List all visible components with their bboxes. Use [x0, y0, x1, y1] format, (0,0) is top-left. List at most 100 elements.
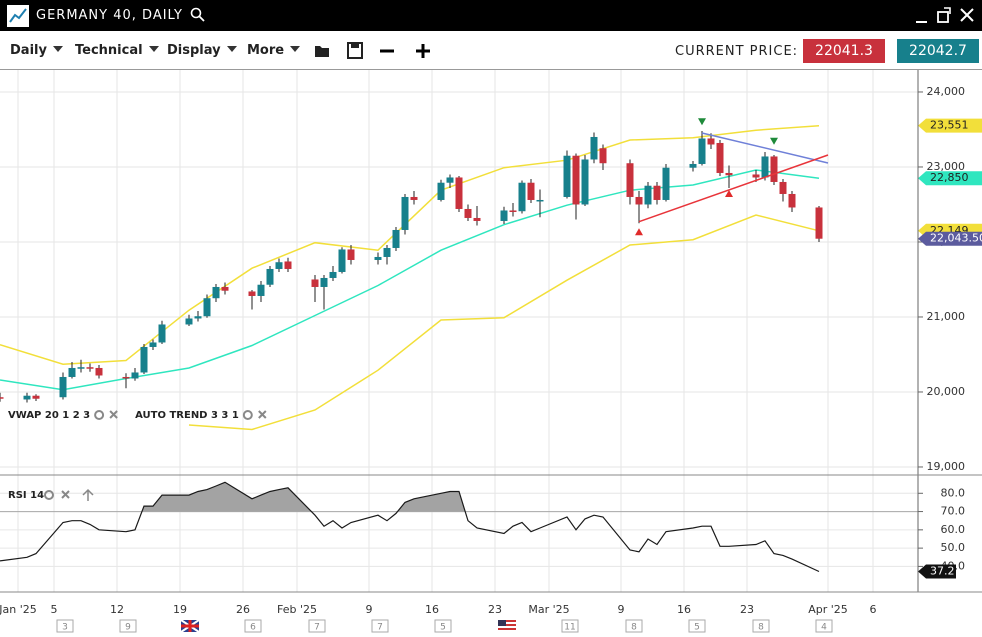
candle-body: [662, 167, 670, 200]
candle-body: [815, 207, 823, 239]
price-tag-label: 23,551: [930, 119, 969, 132]
price-tag: [918, 231, 982, 246]
menu-label[interactable]: Daily: [10, 43, 47, 58]
event-count: 5: [694, 623, 700, 633]
overlay-line: [0, 124, 820, 365]
settings-icon: [44, 490, 54, 500]
flag-cross: [181, 620, 199, 632]
event-count: 7: [377, 623, 383, 633]
signal-marker: [725, 189, 733, 197]
candle-body: [518, 182, 526, 212]
candle-body: [158, 324, 166, 343]
y-tick-label: 24,000: [927, 85, 966, 98]
event-icon: [561, 619, 579, 633]
x-tick-label: 23: [488, 603, 502, 616]
candle-body: [716, 142, 724, 173]
candle-body: [0, 397, 4, 399]
ask-price[interactable]: 22042.7: [897, 39, 979, 63]
candle-body: [644, 185, 652, 205]
value-tag: [918, 564, 956, 579]
candle-body: [725, 172, 733, 176]
x-tick-label: Feb '25: [277, 603, 317, 616]
candle-body: [86, 367, 94, 369]
y-tick-label: 20,000: [927, 385, 966, 398]
candle-body: [752, 174, 760, 178]
price-tag: [918, 118, 982, 133]
y-tick-label: 60.0: [941, 523, 966, 536]
event-icon: [244, 619, 262, 633]
toolbar-icons[interactable]: [312, 39, 442, 63]
candle-body: [536, 199, 544, 202]
menu-label[interactable]: More: [247, 43, 285, 58]
candle-body: [383, 247, 391, 257]
window-controls[interactable]: [910, 6, 980, 26]
flag-stripe: [498, 628, 516, 630]
y-tick-label: 23,000: [927, 160, 966, 173]
move-icon: [82, 488, 94, 501]
candle-body: [572, 155, 580, 205]
plot-background: [0, 70, 918, 592]
settings-icon: [242, 410, 253, 420]
event-count: 7: [314, 623, 320, 633]
candle-body: [437, 182, 445, 200]
event-icon: [815, 619, 833, 633]
event-count: 8: [631, 623, 637, 633]
x-tick-label: 5: [51, 603, 58, 616]
candle-body: [23, 395, 31, 400]
search-icon[interactable]: [190, 7, 206, 23]
candle-body: [770, 156, 778, 182]
menu-label[interactable]: Display: [167, 43, 221, 58]
menu-daily[interactable]: Daily: [10, 43, 63, 58]
x-tick-label: 6: [870, 603, 877, 616]
remove-icon: [61, 490, 70, 499]
candle-body: [689, 163, 697, 168]
candle-body: [635, 196, 643, 205]
signal-marker: [770, 137, 778, 145]
event-icon: [434, 619, 452, 633]
title-bar: GERMANY 40, DAILY: [0, 0, 982, 31]
candle-body: [590, 136, 598, 160]
candle-body: [221, 286, 229, 291]
menu-display[interactable]: Display: [167, 43, 237, 58]
value-tag-label: 37.2: [930, 565, 955, 578]
bid-price[interactable]: 22041.3: [803, 39, 885, 63]
indicator-label: VWAP 20 1 2 3: [8, 410, 90, 421]
flag-icon: [180, 619, 200, 633]
candle-body: [212, 286, 220, 299]
candle-body: [275, 262, 283, 269]
candle-body: [410, 196, 418, 200]
event-icon: [371, 619, 389, 633]
y-tick-label: 80.0: [941, 486, 966, 499]
y-tick-label: 50.0: [941, 541, 966, 554]
menu-technical[interactable]: Technical: [75, 43, 159, 58]
candle-body: [149, 342, 157, 347]
candle-body: [194, 316, 202, 319]
candle-body: [185, 318, 193, 325]
y-tick-label: 19,000: [927, 460, 966, 473]
signal-marker: [635, 228, 643, 236]
event-count: 4: [821, 623, 827, 633]
candle-body: [464, 208, 472, 218]
candle-body: [374, 256, 382, 260]
candle-body: [266, 268, 274, 285]
menu-label[interactable]: Technical: [75, 43, 143, 58]
price-tag: [918, 171, 982, 186]
x-tick-label: 26: [236, 603, 250, 616]
rsi-line: [0, 481, 820, 573]
candle-body: [788, 193, 796, 208]
candle-body: [779, 181, 787, 194]
candle-body: [59, 376, 67, 398]
candle-body: [761, 156, 769, 178]
candle-body: [473, 217, 481, 221]
candle-body: [446, 177, 454, 183]
candle-body: [338, 249, 346, 272]
event-icon: [752, 619, 770, 633]
event-icon: [56, 619, 74, 633]
candle-body: [320, 277, 328, 287]
candle-body: [563, 155, 571, 197]
event-icon: [625, 619, 643, 633]
x-tick-label: 23: [740, 603, 754, 616]
menu-more[interactable]: More: [247, 43, 301, 58]
candle-body: [707, 138, 715, 145]
candle-body: [392, 229, 400, 248]
